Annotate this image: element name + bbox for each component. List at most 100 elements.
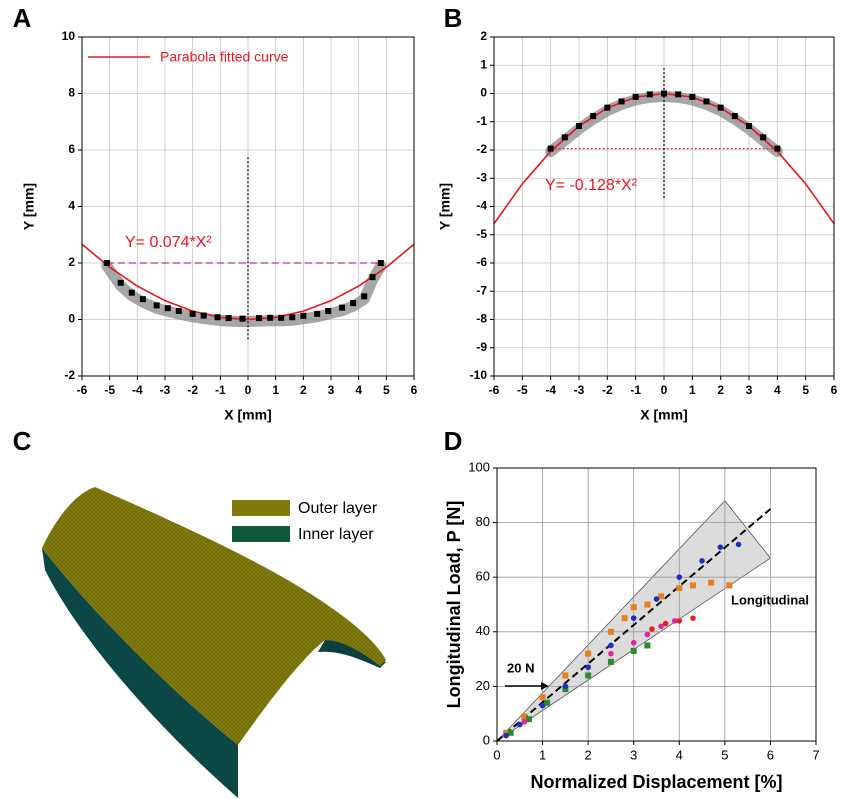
y-tick-label: -7	[476, 283, 487, 297]
data-point	[544, 699, 551, 706]
inner-layer-surface	[318, 640, 386, 668]
x-tick-label: 7	[812, 747, 819, 762]
data-point	[608, 650, 614, 657]
x-tick-label: 5	[721, 747, 728, 762]
reference-line	[496, 508, 772, 742]
data-point	[662, 620, 669, 627]
data-point	[735, 541, 742, 548]
data-point	[576, 122, 582, 129]
annotation: Y= 0.074*X²	[125, 234, 212, 251]
data-point	[225, 315, 232, 322]
data-point	[175, 308, 182, 315]
y-tick-label: 6	[68, 142, 75, 156]
x-tick-label: 3	[746, 383, 753, 397]
legend-label: Inner layer	[298, 526, 374, 543]
x-tick-label: 6	[767, 747, 774, 762]
x-tick-label: 3	[328, 383, 335, 397]
data-point	[608, 642, 614, 649]
annotation: Y= -0.128*X²	[545, 177, 638, 194]
x-tick-label: 2	[717, 383, 724, 397]
y-tick-label: 1	[480, 57, 487, 71]
data-point	[339, 304, 346, 311]
data-point	[708, 579, 715, 586]
x-tick-label: -2	[187, 383, 198, 397]
data-point	[630, 604, 637, 611]
x-tick-label: 4	[676, 747, 683, 762]
plot-frame	[496, 467, 817, 742]
data-point	[128, 289, 135, 296]
y-tick-label: -3	[476, 170, 487, 184]
data-point	[658, 623, 664, 630]
x-tick-label: -3	[160, 383, 171, 397]
data-point	[726, 582, 733, 589]
x-tick-label: 6	[831, 383, 838, 397]
panel-letter: D	[444, 426, 463, 456]
data-point	[325, 308, 332, 315]
x-tick-label: 1	[689, 383, 696, 397]
x-tick-label: -4	[132, 383, 143, 397]
data-point	[350, 300, 357, 307]
x-tick-label: -6	[489, 383, 500, 397]
shell-illustration	[42, 487, 386, 798]
panel-letter: C	[13, 426, 32, 456]
y-tick-label: 100	[468, 459, 490, 474]
plot-frame	[81, 36, 415, 377]
mesh-overlay	[42, 487, 386, 798]
fitted-curve	[81, 243, 415, 321]
data-point	[590, 113, 597, 120]
x-tick-label: 0	[493, 747, 500, 762]
data-point	[562, 683, 569, 690]
data-point	[521, 713, 528, 720]
x-tick-label: -5	[517, 383, 528, 397]
panel-letter: B	[444, 3, 463, 33]
x-tick-label: 4	[774, 383, 781, 397]
data-point	[661, 90, 667, 97]
data-point	[653, 596, 660, 602]
data-point	[547, 145, 554, 152]
plot-frame	[493, 36, 835, 377]
y-tick-label: -10	[470, 368, 488, 382]
x-tick-label: 2	[300, 383, 307, 397]
y-tick-label: 20	[476, 678, 490, 693]
x-tick-label: 5	[383, 383, 390, 397]
data-point	[621, 615, 628, 622]
y-tick-label: -8	[476, 312, 487, 326]
data-point	[507, 729, 514, 736]
y-tick-label: 0	[480, 86, 487, 100]
data-point	[562, 672, 569, 679]
data-point	[649, 626, 655, 632]
x-tick-label: -5	[104, 383, 115, 397]
data-point	[630, 615, 637, 621]
data-point	[164, 305, 171, 312]
data-point	[632, 93, 639, 100]
y-tick-label: 2	[68, 255, 75, 269]
data-point	[189, 310, 196, 317]
data-point	[300, 312, 307, 319]
data-point	[699, 558, 705, 564]
data-point	[539, 694, 546, 701]
x-axis-label: X [mm]	[224, 407, 271, 423]
data-point	[239, 315, 246, 322]
legend-swatch	[232, 526, 290, 542]
data-point	[618, 98, 625, 105]
data-point	[703, 98, 710, 105]
y-tick-label: 0	[483, 732, 490, 747]
y-tick-label: -2	[476, 142, 487, 156]
data-point	[585, 672, 592, 679]
data-point	[214, 314, 221, 321]
data-point	[561, 134, 568, 141]
x-tick-label: 0	[661, 383, 668, 397]
y-tick-label: 8	[68, 86, 75, 100]
x-tick-label: 1	[272, 383, 279, 397]
data-point	[539, 702, 546, 709]
data-point	[644, 642, 651, 649]
legend-label: Parabola fitted curve	[160, 49, 289, 65]
data-point	[525, 716, 532, 723]
data-point	[289, 314, 296, 321]
data-point	[585, 650, 592, 657]
data-point	[746, 122, 752, 129]
y-tick-label: 0	[68, 312, 75, 326]
data-point	[676, 585, 683, 592]
x-axis-label: X [mm]	[640, 407, 687, 423]
